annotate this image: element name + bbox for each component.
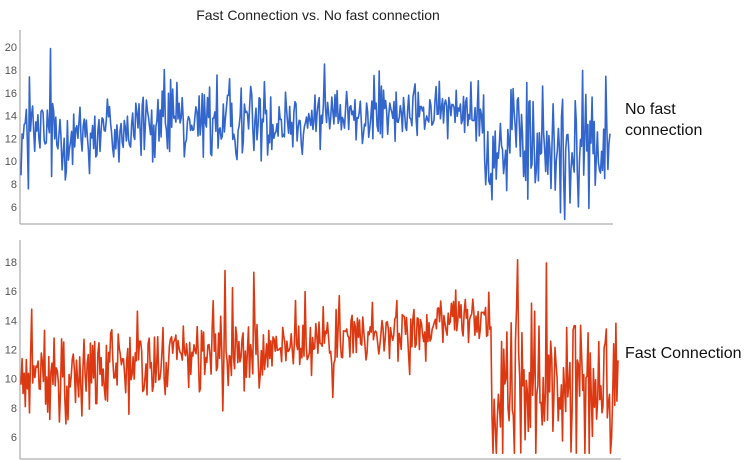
legend-label-no-fast-connection: No fast connection [625, 101, 703, 139]
y-tick-label: 16 [5, 88, 17, 100]
y-tick-label: 14 [5, 315, 17, 327]
y-tick-label: 10 [5, 374, 17, 386]
y-tick-label: 12 [5, 345, 17, 357]
y-tick-label: 12 [5, 133, 17, 145]
y-tick-label: 8 [11, 179, 17, 191]
y-tick-label: 6 [11, 202, 17, 214]
y-tick-label: 18 [5, 65, 17, 77]
legend-label-fast-connection: Fast Connection [625, 345, 742, 362]
chart-no-fast-connection: 6 8 10 12 14 16 18 20 [5, 30, 613, 225]
chart-fast-connection: 6 8 10 12 14 16 18 [5, 240, 621, 460]
y-tick-label: 18 [5, 257, 17, 269]
series-line-fast-connection [20, 258, 619, 455]
y-tick-label: 14 [5, 111, 17, 123]
y-tick-label: 10 [5, 156, 17, 168]
series-line-no-fast-connection [20, 47, 611, 221]
y-tick-label: 16 [5, 286, 17, 298]
y-tick-label: 20 [5, 42, 17, 54]
y-tick-label: 6 [11, 432, 17, 444]
y-tick-label: 8 [11, 403, 17, 415]
chart-title: Fast Connection vs. No fast connection [196, 7, 440, 23]
